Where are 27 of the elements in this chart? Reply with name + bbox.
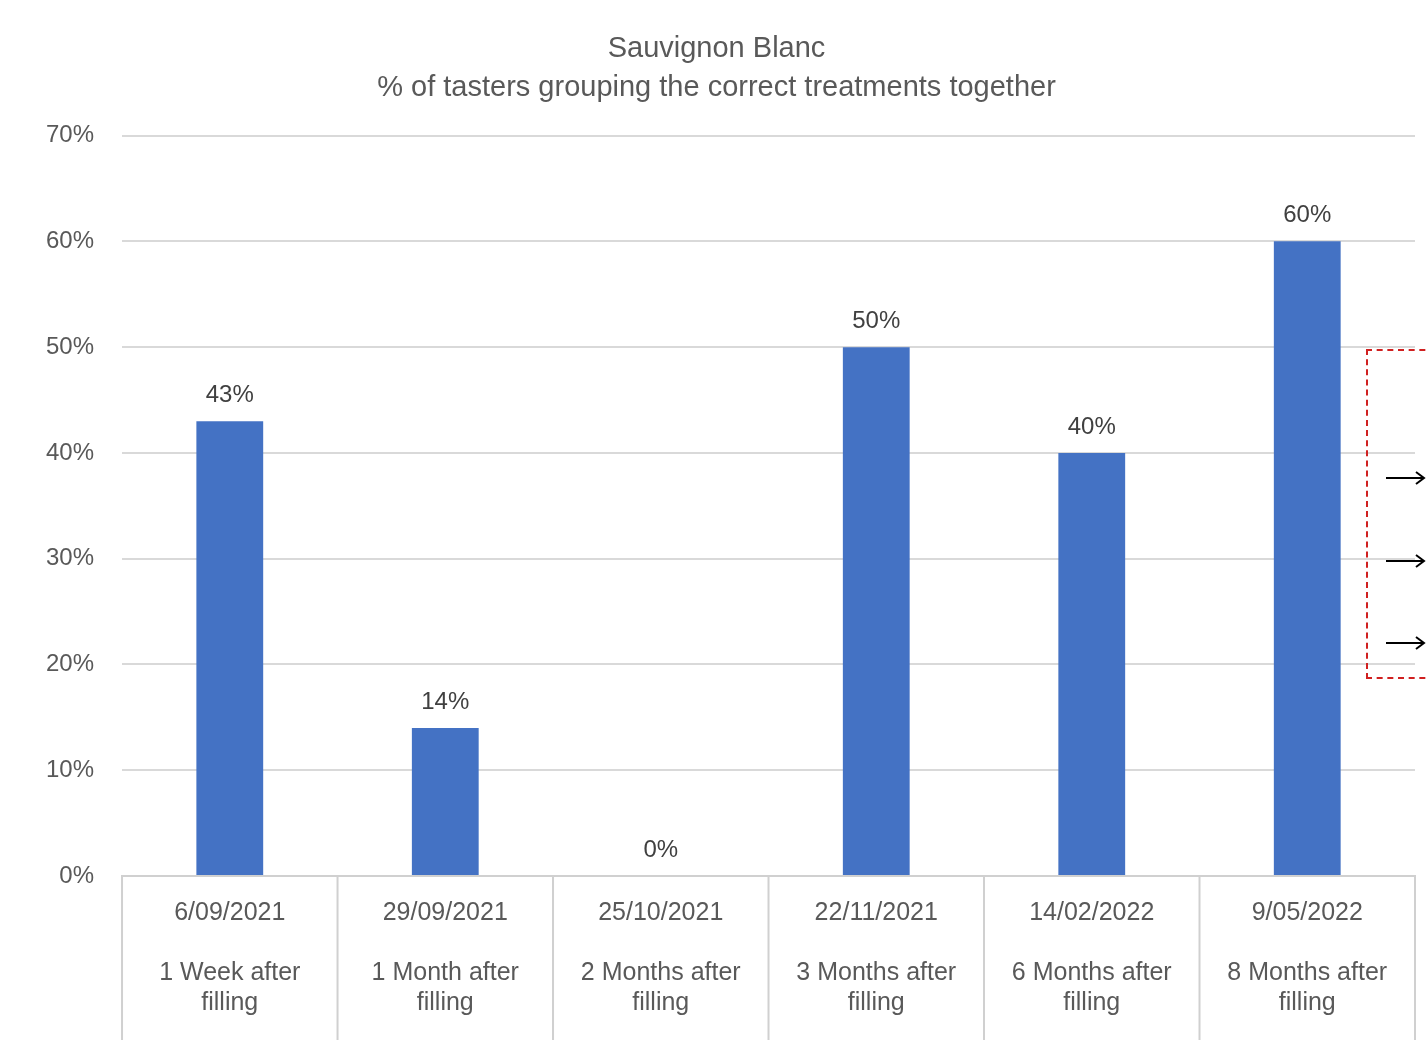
y-tick-label: 30%: [45, 543, 95, 571]
y-tick-label: 0%: [59, 860, 95, 888]
category-label: 29/09/2021 1 Month after filling: [371, 896, 519, 1015]
data-label: 40%: [1067, 411, 1116, 439]
category-label: 14/02/2022 6 Months after filling: [1011, 896, 1172, 1015]
bar: [842, 347, 910, 875]
data-label: 50%: [852, 305, 901, 333]
category-label: 25/10/2021 2 Months after filling: [580, 896, 741, 1015]
data-label: 0%: [643, 834, 679, 862]
y-tick-label: 60%: [45, 226, 95, 253]
y-tick-label: 70%: [45, 120, 95, 148]
category-label: 6/09/2021 1 Week after filling: [159, 896, 301, 1015]
bar: [196, 421, 264, 875]
y-tick-label: 50%: [45, 331, 95, 359]
bar: [1273, 241, 1341, 875]
category-label: 22/11/2021 3 Months after filling: [796, 896, 957, 1015]
data-label: 43%: [205, 379, 254, 407]
category-label: 9/05/2022 8 Months after filling: [1227, 896, 1388, 1015]
bar: [1058, 452, 1126, 875]
y-tick-label: 40%: [45, 437, 95, 465]
y-tick-label: 10%: [45, 754, 95, 782]
bar: [411, 727, 479, 875]
data-label: 14%: [421, 686, 470, 714]
chart-subtitle: % of tasters grouping the correct treatments together: [377, 70, 1057, 103]
data-label: 60%: [1283, 200, 1332, 227]
chart-title: Sauvignon Blanc: [607, 31, 826, 64]
y-tick-label: 20%: [45, 649, 95, 677]
